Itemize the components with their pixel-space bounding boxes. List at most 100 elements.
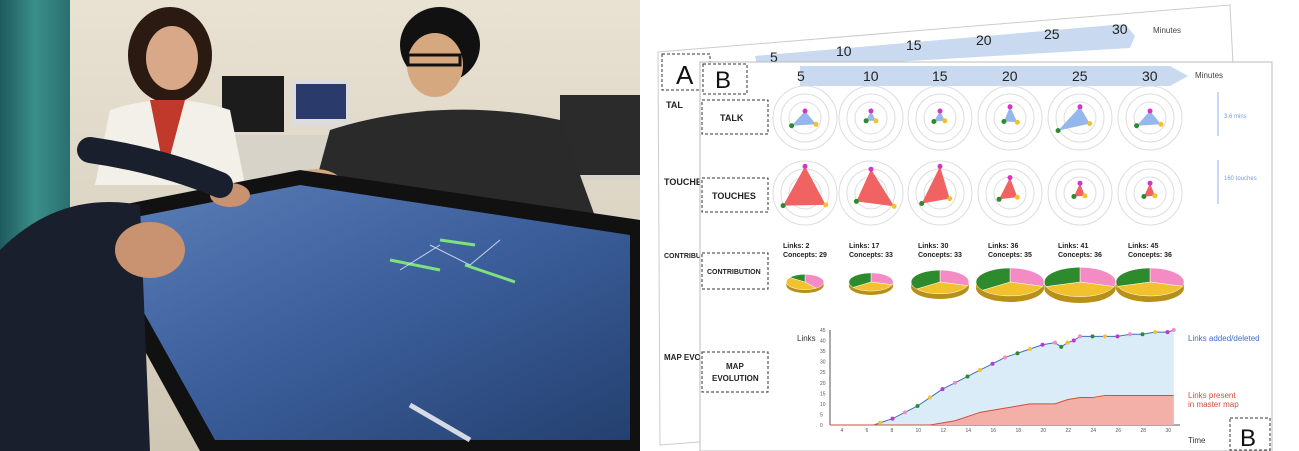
links-added-point [1153, 330, 1157, 335]
visualization-svg: 5 10 15 20 25 30 Minutes A TAL TOUCHES C… [657, 4, 1273, 451]
x-tick: 8 [891, 428, 894, 434]
links-added-point [965, 374, 970, 379]
radar-ring [923, 101, 957, 135]
radar-point-green [919, 201, 925, 206]
front-sheet: B Minutes 5 10 15 20 25 30 TALK TOUCHES CONTR… [699, 61, 1273, 451]
pie-slice-yellow [1045, 281, 1115, 297]
panel-a-letter: A [676, 60, 694, 90]
pie-slice-green [848, 272, 872, 288]
back-label-talk: TAL [666, 100, 683, 110]
contribution-concepts: Concepts: 29 [783, 252, 827, 259]
pie-slice-pink [870, 272, 894, 286]
back-tick-30: 30 [1112, 21, 1128, 37]
radar-triangle [1143, 183, 1155, 197]
y-tick: 0 [820, 423, 823, 429]
pie-slice-yellow [852, 281, 893, 292]
radar-ring [838, 160, 904, 226]
panel-b-letter: B [715, 67, 731, 94]
radar-point-yellow [823, 202, 829, 208]
radar-ring [1063, 101, 1097, 135]
back-tick-20: 20 [976, 32, 992, 48]
radar-triangle [1003, 106, 1018, 123]
contribution-concepts: Concepts: 33 [849, 252, 893, 259]
pie-slice-yellow [1117, 281, 1183, 297]
touches-label: TOUCHES [712, 191, 756, 201]
radar-triangle [791, 111, 816, 126]
y-tick: 20 [820, 381, 826, 387]
radar-point-yellow [1158, 121, 1164, 127]
links-added-point [928, 395, 932, 400]
talk-label-box [701, 99, 769, 135]
back-label-map-evolution: MAP EVOLUTI [664, 353, 719, 362]
radar-ring [1117, 85, 1183, 151]
radar-ring [854, 101, 888, 135]
pie-slice-yellow [786, 277, 817, 290]
radar-ring [907, 85, 973, 151]
radar-triangle [856, 169, 895, 207]
radar-point-yellow [1082, 193, 1088, 199]
legend-links-present-1: Links present [1188, 391, 1236, 400]
links-added-point [890, 416, 895, 421]
pie-slice-green [975, 267, 1011, 291]
x-tick: 30 [1166, 428, 1172, 434]
radar-point-yellow [813, 121, 819, 127]
contribution-links: Links: 30 [918, 243, 948, 250]
radar-point-green [863, 118, 869, 124]
radar-point-yellow [1087, 121, 1093, 127]
radar-ring [1117, 160, 1183, 226]
radar-point-green [1141, 194, 1147, 199]
radar-ring [1133, 101, 1167, 135]
time-tick: 30 [1142, 68, 1158, 84]
y-tick: 45 [820, 328, 826, 334]
y-axis-label: Links [797, 334, 816, 343]
radar-point-pink [868, 166, 874, 172]
radar-ring [985, 168, 1035, 218]
radar-point-pink [937, 163, 943, 169]
radar-point-pink [1007, 104, 1013, 110]
radar-point-yellow [1014, 119, 1020, 125]
links-added-point [878, 420, 882, 425]
x-tick: 20 [1041, 428, 1047, 434]
radar-point-green [789, 123, 795, 129]
radar-ring [788, 101, 822, 135]
radar-ring [772, 160, 838, 226]
radar-triangle [999, 177, 1018, 200]
links-present-area [830, 395, 1174, 425]
radar-triangle [921, 166, 950, 204]
links-added-point [1171, 328, 1176, 332]
radar-triangle [783, 166, 826, 206]
radar-triangle [866, 111, 876, 121]
radar-ring [1133, 176, 1167, 210]
pie-slice-pink [1149, 267, 1185, 287]
touches-label-box [701, 177, 769, 213]
contribution-label-box [701, 252, 769, 290]
back-label-contribution: CONTRIBUTI [664, 253, 707, 260]
panel-b-corner-letter: B [1240, 425, 1256, 451]
pie-slice-green [1115, 267, 1151, 287]
panel-b-letter-box [702, 63, 748, 95]
links-added-point [940, 387, 945, 392]
links-added-point [1115, 334, 1120, 339]
radar-point-pink [1007, 175, 1013, 181]
radar-point-pink [1147, 180, 1153, 186]
x-tick: 24 [1091, 428, 1097, 434]
x-tick: 12 [941, 428, 947, 434]
x-tick: 18 [1016, 428, 1022, 434]
radar-point-yellow [873, 118, 879, 124]
links-added-point [1140, 332, 1145, 337]
contribution-links: Links: 41 [1058, 243, 1088, 250]
links-added-point [1071, 338, 1076, 343]
pie-slice-pink [804, 274, 824, 289]
x-tick: 14 [966, 428, 972, 434]
contribution-concepts: Concepts: 36 [1058, 252, 1102, 259]
x-tick: 10 [916, 428, 922, 434]
pie-slice-green [789, 274, 806, 283]
radar-ring [1047, 85, 1113, 151]
links-added-point [903, 410, 907, 415]
radar-point-green [1134, 123, 1140, 129]
minutes-label: Minutes [1195, 71, 1223, 80]
radar-point-pink [1077, 104, 1083, 110]
links-added-point [1053, 340, 1057, 345]
links-added-point [1059, 344, 1064, 349]
radar-point-green [931, 119, 937, 124]
